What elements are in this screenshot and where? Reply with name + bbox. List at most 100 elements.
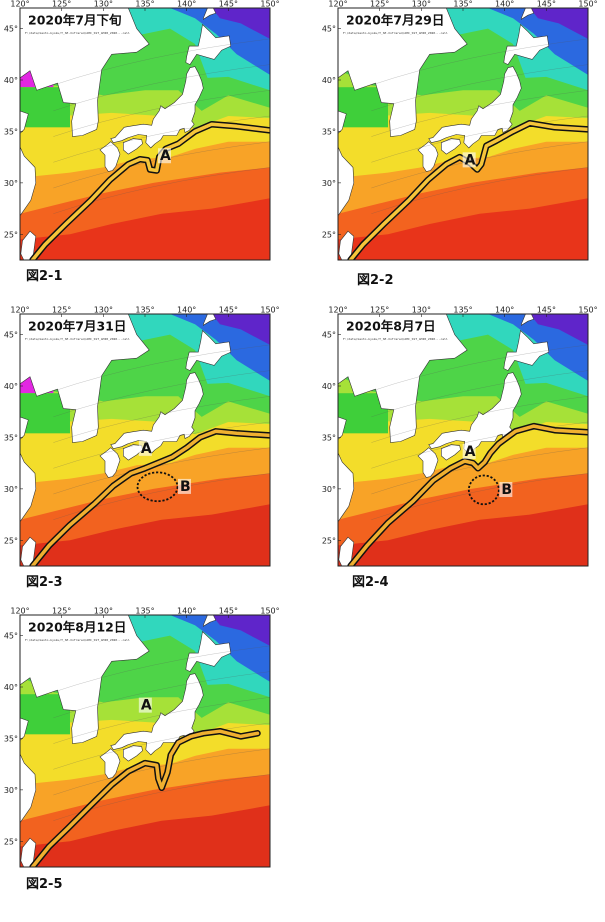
panel-title: 2020年8月7日: [346, 319, 436, 334]
land-mass: [20, 416, 37, 523]
sst-field: [338, 314, 588, 566]
land-mass: [338, 536, 355, 566]
figure-caption-4: 図2-4: [352, 575, 389, 590]
lat-tick-label: 45°: [4, 632, 18, 641]
lon-tick-label: 145°: [219, 607, 238, 616]
sst-band: [529, 314, 588, 345]
lon-tick-label: 135°: [135, 306, 154, 315]
label-bg: [499, 482, 513, 497]
lon-tick-label: 125°: [52, 607, 71, 616]
lon-tick-label: 150°: [578, 0, 597, 9]
lon-tick-label: 130°: [94, 306, 113, 315]
lat-tick-label: 25°: [4, 837, 18, 846]
land-mass: [503, 23, 550, 65]
figure-caption-5: 図2-5: [26, 877, 63, 892]
lat-tick-label: 30°: [4, 786, 18, 795]
map-svg-2: 120° 125° 130° 135° 140° 145° 150° 45° 40° 35° 30°…: [322, 0, 598, 261]
lon-tick-label: 125°: [370, 0, 389, 9]
label-bg: [138, 697, 152, 713]
sst-contour: [371, 344, 588, 392]
land-mass: [185, 630, 232, 672]
land-mass: [185, 23, 232, 65]
lat-tick-label: 35°: [4, 433, 18, 442]
sst-contour: [53, 38, 270, 86]
panel-title: 2020年7月下旬: [28, 13, 122, 28]
sst-band: [211, 8, 270, 39]
lon-tick-label: 140°: [495, 306, 514, 315]
lat-tick-label: 45°: [4, 25, 18, 34]
lat-tick-label: 30°: [322, 485, 336, 494]
lon-tick-label: 150°: [260, 0, 279, 9]
label-bg: [138, 440, 152, 456]
lon-tick-label: 130°: [412, 306, 431, 315]
sst-contour: [371, 447, 588, 495]
sst-contour: [53, 370, 270, 418]
lat-tick-label: 30°: [4, 485, 18, 494]
map-panel-1: 120° 125° 130° 135° 140° 145° 150° 45° 40° 35° 30°…: [0, 0, 290, 290]
lon-tick-label: 140°: [495, 0, 514, 9]
sst-contour: [53, 141, 270, 189]
sst-contour: [53, 697, 270, 744]
map-svg-1: 120° 125° 130° 135° 140° 145° 150° 45° 40° 35° 30°…: [4, 0, 280, 261]
land-mass: [203, 615, 217, 627]
sst-contour: [53, 473, 270, 520]
lat-tick-label: 45°: [322, 25, 336, 34]
land-mass: [338, 416, 355, 523]
land-mass: [20, 110, 37, 217]
lat-tick-label: 35°: [4, 127, 18, 136]
file-path-text: F:/data/kanto-kyoku/T_SE-Infrared/AHI_SS…: [343, 337, 448, 341]
lon-tick-label: 140°: [177, 306, 196, 315]
lat-tick-label: 35°: [322, 433, 336, 442]
file-path-text: F:/data/kanto-kyoku/T_SE-Infrared/AHI_SS…: [25, 638, 130, 642]
lon-tick-label: 130°: [412, 0, 431, 9]
lon-tick-label: 135°: [135, 607, 154, 616]
lat-tick-label: 25°: [322, 230, 336, 239]
sst-band: [211, 314, 270, 345]
sst-contour: [53, 748, 270, 796]
lon-tick-label: 135°: [453, 0, 472, 9]
land-mass: [123, 138, 143, 155]
sst-contour: [53, 90, 270, 137]
sst-band: [211, 615, 270, 646]
land-mass: [203, 8, 217, 20]
title-box: [342, 317, 442, 335]
land-mass: [20, 615, 150, 744]
lat-tick-label: 40°: [4, 382, 18, 391]
sst-contour: [53, 396, 270, 443]
lon-tick-label: 150°: [260, 607, 279, 616]
land-mass: [503, 329, 550, 371]
land-mass: [428, 66, 522, 149]
sst-contour: [371, 38, 588, 86]
lon-tick-label: 120°: [10, 306, 29, 315]
title-box: [342, 11, 442, 29]
map-panel-3: 120° 125° 130° 135° 140° 145° 150° 45° 40° 35° 30°…: [0, 306, 290, 596]
sst-field: [20, 314, 270, 566]
label-bg: [462, 152, 476, 168]
lon-tick-label: 120°: [10, 0, 29, 9]
lat-tick-label: 30°: [4, 179, 18, 188]
land-mass: [20, 8, 150, 137]
lat-tick-label: 40°: [4, 76, 18, 85]
land-mass: [521, 8, 535, 20]
file-path-text: F:/data/kanto-kyoku/T_SE-Infrared/AHI_SS…: [343, 31, 448, 35]
kuroshio-inner: [30, 429, 270, 566]
label-a: A: [465, 152, 476, 168]
label-b: B: [501, 482, 512, 498]
kuroshio-inner: [30, 729, 260, 867]
lon-tick-label: 145°: [537, 0, 556, 9]
lon-tick-label: 145°: [219, 0, 238, 9]
sst-contour: [53, 167, 270, 214]
land-mass: [441, 444, 461, 461]
lat-tick-label: 40°: [322, 76, 336, 85]
panel-title: 2020年7月29日: [346, 13, 444, 28]
lat-tick-label: 40°: [4, 683, 18, 692]
figure-caption-2: 図2-2: [357, 273, 394, 288]
sst-contour: [371, 396, 588, 443]
map-panel-2: 120° 125° 130° 135° 140° 145° 150° 45° 40° 35° 30°…: [318, 0, 605, 290]
land-mass: [203, 314, 217, 326]
lon-tick-label: 135°: [135, 0, 154, 9]
land-mass: [338, 230, 355, 260]
label-a: A: [141, 698, 152, 714]
land-mass: [20, 717, 37, 824]
sst-contour: [53, 774, 270, 821]
